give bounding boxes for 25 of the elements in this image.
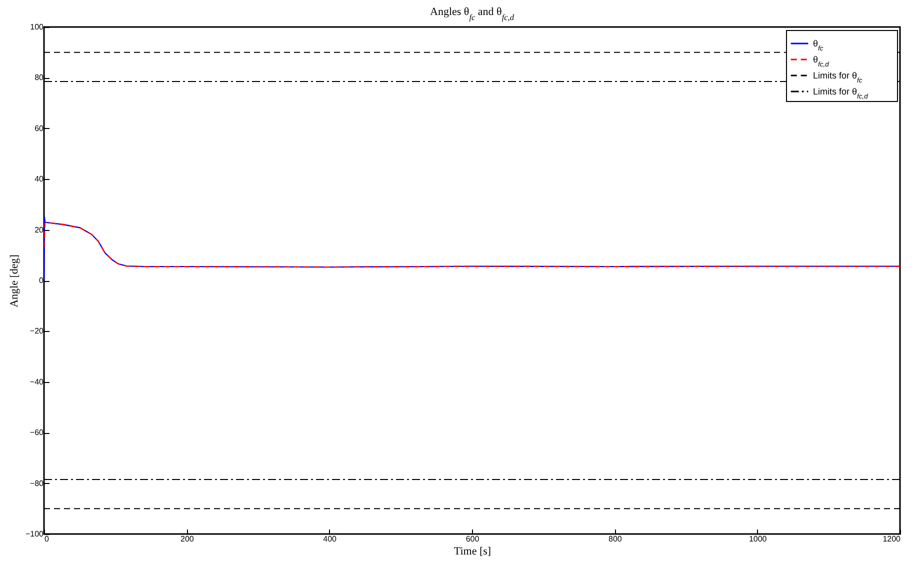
legend-label: Limits for θ$_{fc,d}$	[813, 86, 868, 100]
x-tick-label: 400	[323, 534, 338, 544]
legend-label: θ$_{fc,d}$	[813, 54, 830, 68]
y-tick-label: 40	[34, 174, 44, 184]
y-tick-label: −20	[30, 326, 44, 336]
y-tick-label: 80	[34, 73, 44, 82]
x-tick-label: 1000	[748, 534, 768, 544]
line-series	[44, 222, 900, 268]
y-tick-label: −100	[25, 530, 44, 538]
y-tick-label: 100	[30, 22, 44, 32]
y-tick-label: 0	[39, 276, 44, 285]
x-tick-label: 1200	[882, 534, 902, 544]
y-tick-label: 60	[34, 124, 44, 133]
x-tick-label: 800	[608, 534, 622, 544]
x-tick-label: 200	[180, 534, 194, 544]
chart-title: Angles θ$_{fc}$ and θ$_{fc,d}$	[430, 6, 515, 22]
y-axis-title: Angle [deg]	[8, 254, 20, 308]
y-tick-label: −60	[30, 428, 44, 438]
y-tick-label: 20	[34, 225, 44, 234]
y-tick-label: −80	[30, 478, 44, 488]
legend-label: Limits for θ$_{fc}$	[813, 70, 863, 84]
x-tick-label: 600	[466, 534, 480, 544]
x-axis-title: Time [s]	[454, 546, 492, 558]
legend-label: θ$_{fc}$	[813, 38, 824, 52]
y-tick-label: −40	[30, 377, 44, 386]
